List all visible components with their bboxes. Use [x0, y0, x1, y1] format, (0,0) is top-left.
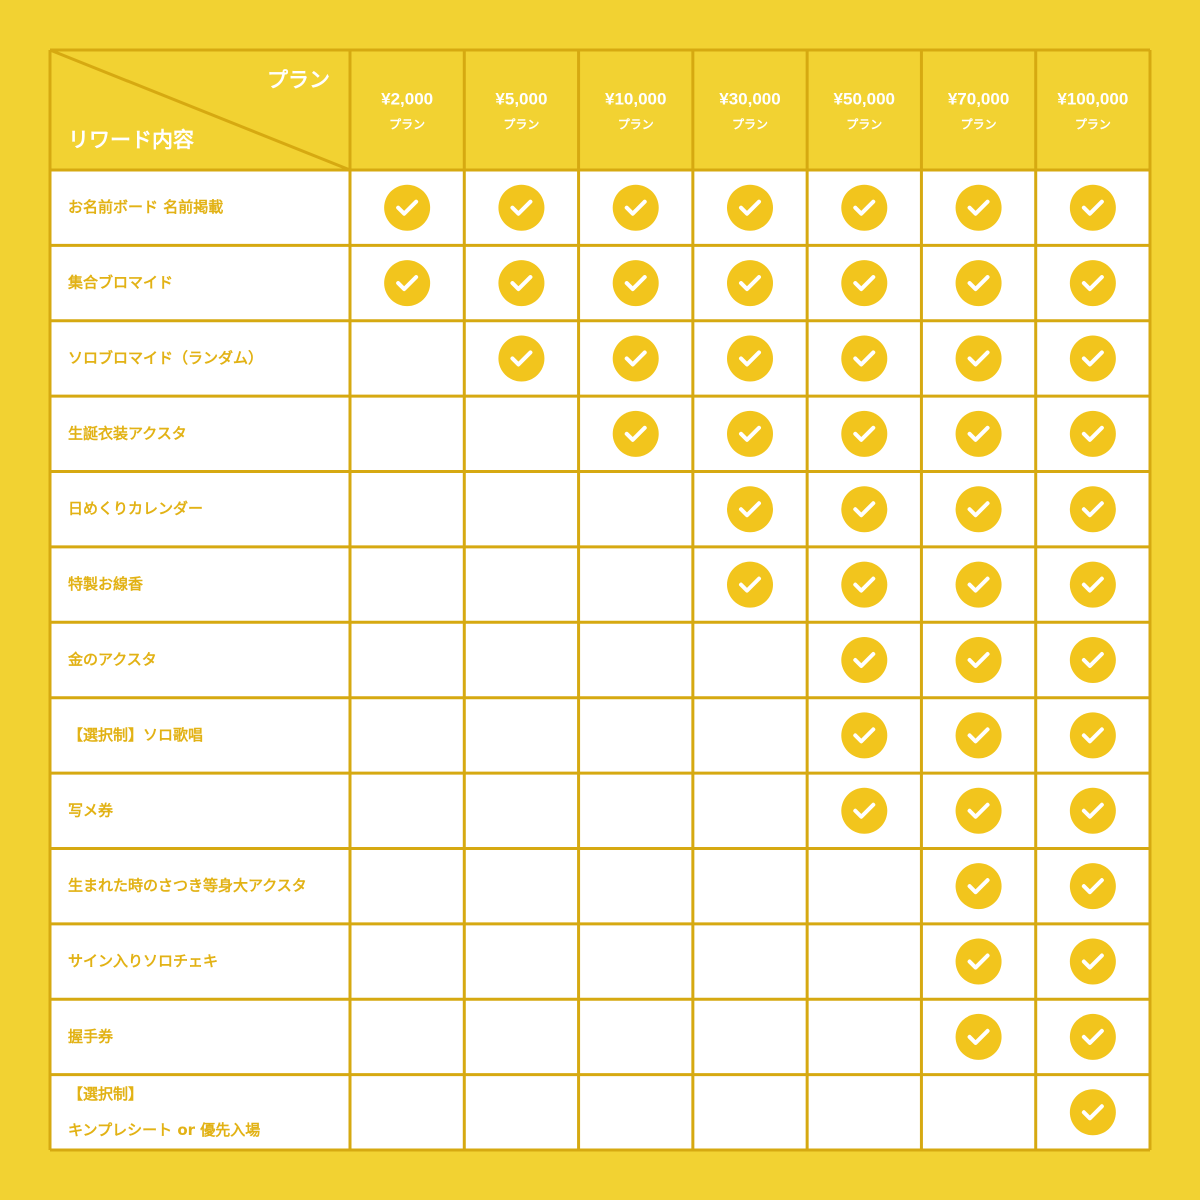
check-mark [498, 335, 545, 382]
header-bg [50, 50, 1150, 170]
check-mark [727, 486, 773, 533]
check-mark [1069, 938, 1116, 985]
check-mark [1069, 1089, 1116, 1136]
plan-label: プラン [1075, 117, 1111, 132]
check-mark [727, 335, 773, 382]
plan-label: プラン [389, 117, 425, 132]
check-mark [1069, 561, 1116, 608]
check-mark [955, 486, 1002, 533]
corner-diagonal [49, 48, 351, 172]
reward-label: 日めくりカレンダー [68, 500, 203, 518]
check-mark [841, 410, 888, 457]
reward-label: 生誕衣装アクスタ [68, 424, 187, 442]
check-mark [841, 787, 888, 834]
plan-label: プラン [618, 117, 654, 132]
plan-price: ¥100,000 [1057, 89, 1128, 108]
corner-reward: リワード内容 [68, 128, 194, 152]
check-mark [841, 637, 888, 683]
check-mark [727, 410, 773, 457]
check-mark [955, 184, 1002, 231]
check-mark [498, 184, 545, 231]
reward-label: キンプレシート or 優先入場 [68, 1121, 260, 1139]
plan-price: ¥50,000 [834, 89, 895, 108]
check-mark [498, 260, 545, 307]
check-mark [612, 260, 659, 307]
reward-label: 特製お線香 [68, 575, 143, 593]
plan-label: プラン [961, 117, 997, 132]
plan-price: ¥5,000 [495, 89, 547, 108]
check-mark [727, 184, 773, 231]
plan-label: プラン [846, 117, 882, 132]
reward-label: お名前ボード 名前掲載 [68, 198, 223, 216]
check-mark [384, 260, 431, 307]
reward-label: 金のアクスタ [67, 651, 157, 669]
reward-label: ソロブロマイド（ランダム） [68, 349, 263, 367]
check-mark [1069, 863, 1116, 910]
plan-label: プラン [732, 117, 768, 132]
check-mark [841, 335, 888, 382]
check-mark [841, 184, 888, 231]
check-mark [955, 787, 1002, 834]
reward-label: サイン入りソロチェキ [68, 952, 218, 970]
check-mark [955, 410, 1002, 457]
check-mark [1069, 1013, 1116, 1060]
reward-label: 生まれた時のさつき等身大アクスタ [68, 877, 307, 895]
check-mark [612, 184, 659, 231]
check-mark [727, 561, 773, 608]
check-mark [955, 637, 1002, 683]
check-mark [841, 486, 888, 533]
check-mark [727, 260, 773, 307]
check-mark [612, 410, 659, 457]
plan-price: ¥2,000 [381, 89, 433, 108]
corner-plan: プラン [267, 68, 330, 92]
plan-price: ¥10,000 [605, 89, 666, 108]
check-mark [955, 1013, 1002, 1060]
check-mark [384, 184, 431, 231]
check-mark [1069, 486, 1116, 533]
check-mark [955, 712, 1002, 759]
check-mark [612, 335, 659, 382]
check-mark [955, 260, 1002, 307]
reward-label: 集合ブロマイド [67, 274, 173, 292]
check-mark [1069, 260, 1116, 307]
check-mark [841, 561, 888, 608]
check-mark [955, 561, 1002, 608]
check-mark [841, 712, 888, 759]
plan-price: ¥70,000 [948, 89, 1009, 108]
check-mark [955, 938, 1002, 985]
check-mark [1069, 184, 1116, 231]
check-mark [1069, 637, 1116, 683]
check-mark [1069, 787, 1116, 834]
check-mark [955, 335, 1002, 382]
reward-label: 写メ券 [68, 801, 114, 819]
check-mark [1069, 410, 1116, 457]
reward-label: 【選択制】ソロ歌唱 [68, 726, 203, 744]
check-mark [955, 863, 1002, 910]
reward-label: 握手券 [68, 1027, 114, 1045]
plan-price: ¥30,000 [719, 89, 780, 108]
reward-label: 【選択制】 [68, 1085, 143, 1103]
check-mark [841, 260, 888, 307]
plan-label: プラン [503, 117, 539, 132]
check-mark [1069, 712, 1116, 759]
check-mark [1069, 335, 1116, 382]
